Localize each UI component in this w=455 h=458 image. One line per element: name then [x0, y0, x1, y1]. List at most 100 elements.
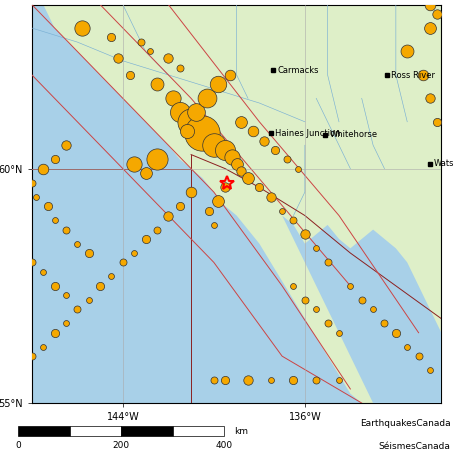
- Point: [165, 212, 172, 219]
- Point: [40, 343, 47, 350]
- Text: 200: 200: [112, 441, 130, 450]
- Point: [290, 282, 297, 289]
- Point: [415, 353, 422, 360]
- Text: Whitehorse: Whitehorse: [329, 131, 378, 139]
- Point: [267, 193, 274, 201]
- Bar: [172, 426, 224, 436]
- Point: [301, 231, 308, 238]
- Point: [244, 174, 252, 182]
- Bar: [70, 426, 121, 436]
- Point: [78, 24, 86, 32]
- Point: [169, 95, 177, 102]
- Polygon shape: [32, 5, 362, 403]
- Point: [267, 376, 274, 383]
- Point: [278, 207, 286, 214]
- Point: [137, 38, 145, 46]
- Point: [96, 282, 104, 289]
- Point: [238, 167, 245, 174]
- Point: [420, 71, 427, 79]
- Text: EarthquakesCanada: EarthquakesCanada: [360, 419, 450, 428]
- Point: [233, 160, 240, 168]
- Point: [44, 202, 51, 210]
- Point: [126, 71, 133, 79]
- Point: [215, 81, 222, 88]
- Point: [28, 179, 35, 186]
- Point: [215, 198, 222, 205]
- Point: [40, 268, 47, 275]
- Point: [238, 118, 245, 125]
- Point: [426, 95, 434, 102]
- Text: 400: 400: [215, 441, 233, 450]
- Point: [244, 376, 252, 383]
- Point: [33, 193, 40, 201]
- Text: SéismesCanada: SéismesCanada: [379, 442, 450, 451]
- Point: [335, 376, 343, 383]
- Bar: [121, 426, 172, 436]
- Polygon shape: [282, 216, 441, 412]
- Point: [324, 259, 331, 266]
- Point: [426, 24, 434, 32]
- Point: [28, 259, 35, 266]
- Point: [62, 142, 70, 149]
- Point: [210, 142, 217, 149]
- Point: [324, 320, 331, 327]
- Point: [294, 165, 302, 172]
- Point: [62, 320, 70, 327]
- Point: [313, 376, 320, 383]
- Point: [62, 226, 70, 233]
- Point: [51, 217, 58, 224]
- Point: [119, 259, 126, 266]
- Point: [335, 329, 343, 336]
- Point: [272, 146, 279, 153]
- Point: [283, 156, 290, 163]
- Point: [369, 305, 377, 313]
- Point: [85, 296, 92, 304]
- Point: [142, 235, 149, 243]
- Point: [226, 71, 233, 79]
- Point: [51, 156, 58, 163]
- Point: [142, 169, 149, 177]
- Point: [203, 95, 211, 102]
- Text: Wats: Wats: [434, 159, 455, 169]
- Point: [85, 249, 92, 256]
- Point: [153, 156, 161, 163]
- Point: [176, 202, 183, 210]
- Point: [347, 282, 354, 289]
- Point: [131, 249, 138, 256]
- Point: [187, 188, 195, 196]
- Text: Ross River: Ross River: [391, 71, 435, 80]
- Point: [256, 184, 263, 191]
- Point: [249, 127, 256, 135]
- Point: [426, 366, 434, 374]
- Point: [108, 273, 115, 280]
- Point: [290, 376, 297, 383]
- Point: [153, 81, 161, 88]
- Text: Carmacks: Carmacks: [277, 65, 318, 75]
- Point: [210, 221, 217, 229]
- Text: Haines Junction: Haines Junction: [275, 129, 340, 138]
- Point: [381, 320, 388, 327]
- Point: [183, 127, 190, 135]
- Point: [51, 282, 58, 289]
- Point: [108, 34, 115, 41]
- Point: [28, 353, 35, 360]
- Point: [187, 118, 195, 125]
- Point: [74, 240, 81, 247]
- Point: [222, 184, 229, 191]
- Point: [147, 48, 154, 55]
- Point: [404, 48, 411, 55]
- Bar: [18, 426, 70, 436]
- Text: 0: 0: [15, 441, 21, 450]
- Point: [199, 130, 206, 137]
- Point: [228, 153, 236, 161]
- Point: [290, 217, 297, 224]
- Point: [153, 226, 161, 233]
- Point: [313, 245, 320, 252]
- Point: [222, 146, 229, 153]
- Point: [176, 64, 183, 71]
- Point: [115, 55, 122, 62]
- Point: [301, 296, 308, 304]
- Point: [392, 329, 399, 336]
- Point: [131, 160, 138, 168]
- Point: [433, 10, 440, 17]
